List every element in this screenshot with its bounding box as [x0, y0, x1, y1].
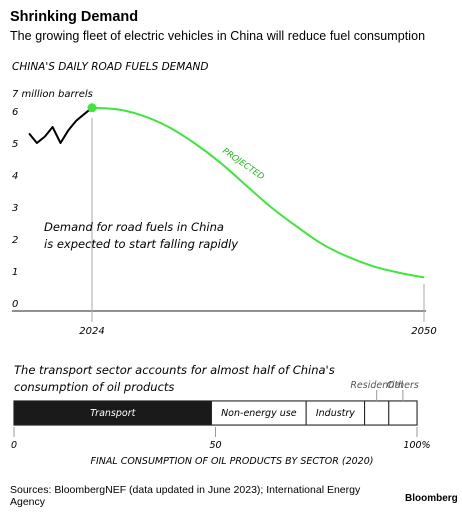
bar-segment-label: Others [387, 380, 419, 391]
page-title: Shrinking Demand [10, 9, 139, 25]
y-tick-label: 2 [12, 235, 18, 246]
projected-series-line [91, 106, 425, 279]
bar-axis-tick-label: 50 [209, 440, 221, 451]
bar-segment [364, 400, 390, 426]
bar-chart: Transport Non-energy use Industry Residenti… [11, 380, 431, 451]
bar-axis-tick-label: 100% [403, 440, 430, 451]
y-tick-label: 6 [12, 107, 18, 118]
page-subtitle: The growing fleet of electric vehicles i… [10, 29, 426, 43]
bar-chart-title-2: consumption of oil products [14, 380, 174, 394]
y-tick-label: 1 [12, 267, 18, 278]
bar-segment [210, 400, 307, 426]
line-annotation-2: is expected to start falling rapidly [44, 237, 238, 251]
bar-chart-title-1: The transport sector accounts for almost… [14, 363, 335, 377]
bar-segment-label: Residential [350, 380, 403, 391]
bar-segment [305, 400, 366, 426]
y-tick-label: 5 [12, 139, 18, 150]
line-annotation-1: Demand for road fuels in China [44, 220, 224, 234]
unit-label: 7 million barrels [12, 89, 93, 100]
x-tick-label: 2050 [411, 326, 436, 337]
bar-segment [13, 400, 212, 426]
y-tick-label: 0 [12, 299, 18, 310]
bar-segment-label: Non-energy use [221, 408, 297, 419]
bar-segment-label: Transport [90, 408, 137, 419]
bar-segment-label: Industry [316, 408, 355, 419]
x-tick-label: 2024 [79, 326, 104, 337]
bar-axis-tick-label: 0 [11, 440, 17, 451]
peak-marker [87, 103, 97, 113]
sources-note: Sources: BloombergNEF (data updated in J… [10, 484, 361, 508]
bar-xlabel: FINAL CONSUMPTION OF OIL PRODUCTS BY SEC… [91, 456, 374, 467]
brand-logo: Bloomberg [405, 493, 458, 504]
historical-series-line [28, 107, 93, 144]
bar-segment [388, 400, 418, 426]
y-tick-label: 3 [12, 203, 18, 214]
line-chart-title: CHINA'S DAILY ROAD FUELS DEMAND [12, 61, 209, 73]
projected-label: PROJECTED [220, 146, 266, 182]
chart: CHINA'S DAILY ROAD FUELS DEMAND 7 millio… [11, 61, 437, 467]
y-tick-label: 4 [12, 171, 18, 182]
